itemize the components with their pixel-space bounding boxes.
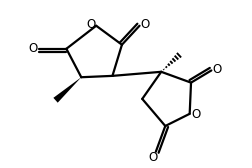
Text: O: O — [140, 18, 150, 31]
Text: O: O — [191, 108, 200, 121]
Polygon shape — [53, 77, 81, 103]
Text: O: O — [87, 18, 96, 31]
Text: O: O — [29, 42, 38, 55]
Text: O: O — [213, 63, 222, 76]
Text: O: O — [148, 151, 158, 164]
